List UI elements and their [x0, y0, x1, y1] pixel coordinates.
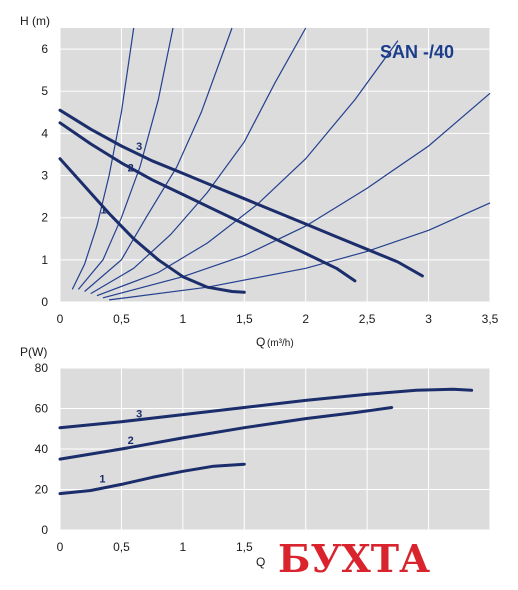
- head-x-axis-label-unit: (m³/h): [267, 338, 294, 349]
- system-curve: [77, 27, 174, 290]
- series-3-label: 3: [136, 409, 142, 421]
- head-chart-x-ticks: 0 0,5 1 1,5 2 2,5 3 3,5: [57, 312, 499, 326]
- model-title: SAN -/40: [380, 42, 454, 62]
- head-chart-y-ticks: 0 1 2 3 4 5 6: [41, 42, 48, 309]
- series-2-line: [58, 406, 394, 461]
- y-tick-label: 3: [41, 169, 48, 183]
- series-1-label: 1: [101, 204, 107, 216]
- y-tick-label: 60: [35, 402, 49, 416]
- series-2-label: 2: [128, 162, 134, 174]
- power-y-axis-label: P(W): [20, 345, 47, 359]
- y-tick-label: 4: [41, 126, 48, 140]
- head-y-axis-label: H (m): [20, 14, 50, 28]
- x-tick-label: 0: [57, 540, 64, 554]
- power-flow-chart: 1 2 3 0 0,5 1 1,5 0 20 40 60 80 P(W) Q: [20, 345, 491, 569]
- system-curve: [109, 202, 491, 301]
- y-tick-label: 0: [41, 523, 48, 537]
- power-chart-y-ticks: 0 20 40 60 80: [35, 361, 49, 537]
- x-tick-label: 1: [180, 312, 187, 326]
- head-chart-plot-area: [60, 28, 490, 302]
- system-curve: [71, 27, 135, 290]
- system-curve: [84, 27, 233, 292]
- x-tick-label: 0: [57, 312, 64, 326]
- x-tick-label: 0,5: [113, 540, 130, 554]
- x-tick-label: 3,5: [482, 312, 499, 326]
- x-tick-label: 0,5: [113, 312, 130, 326]
- power-chart-x-ticks: 0 0,5 1 1,5: [57, 540, 253, 554]
- x-tick-label: 2: [302, 312, 309, 326]
- series-1-line: [58, 462, 246, 496]
- series-1-line: [58, 157, 246, 294]
- series-2-line: [58, 121, 357, 283]
- x-tick-label: 2,5: [359, 312, 376, 326]
- series-2-label: 2: [128, 435, 134, 447]
- y-tick-label: 80: [35, 361, 49, 375]
- y-tick-label: 6: [41, 42, 48, 56]
- y-tick-label: 2: [41, 211, 48, 225]
- watermark-text: БУХТА: [278, 536, 430, 581]
- y-tick-label: 20: [35, 483, 49, 497]
- series-1-label: 1: [99, 473, 105, 485]
- y-tick-label: 40: [35, 442, 49, 456]
- series-3-line: [58, 108, 424, 278]
- head-curves: 1 23: [58, 108, 424, 294]
- power-x-axis-label: Q: [256, 555, 265, 569]
- power-curves: 1 2 3: [58, 387, 474, 496]
- x-tick-label: 3: [425, 312, 432, 326]
- x-tick-label: 1: [180, 540, 187, 554]
- y-tick-label: 1: [41, 253, 48, 267]
- series-3-label: 3: [136, 141, 142, 153]
- watermark-logo: БУХТА: [278, 536, 430, 581]
- x-tick-label: 1,5: [236, 540, 253, 554]
- x-tick-label: 1,5: [236, 312, 253, 326]
- y-tick-label: 0: [41, 295, 48, 309]
- series-3-line: [58, 387, 474, 430]
- head-x-axis-label-main: Q: [256, 335, 265, 349]
- y-tick-label: 5: [41, 84, 48, 98]
- head-chart-grid: [59, 28, 491, 303]
- system-curve: [90, 27, 307, 295]
